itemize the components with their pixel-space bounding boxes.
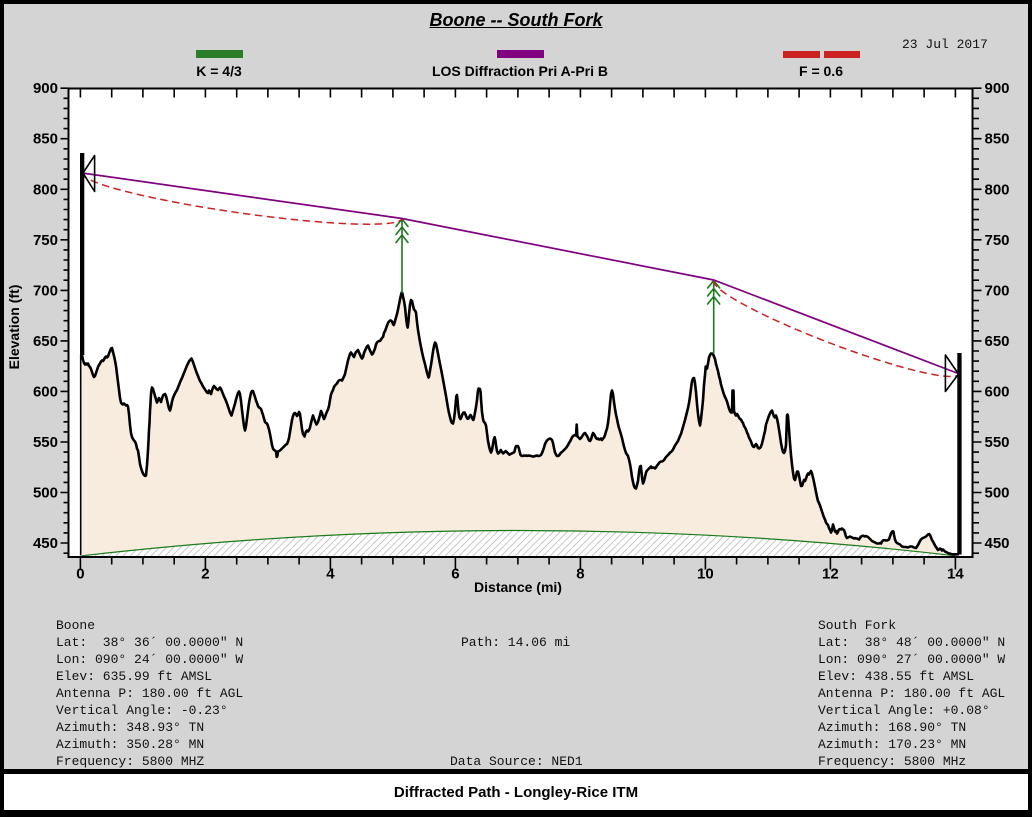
svg-text:900: 900	[33, 80, 58, 97]
svg-text:550: 550	[985, 434, 1010, 451]
svg-text:6: 6	[451, 566, 459, 583]
svg-text:450: 450	[33, 535, 58, 552]
svg-text:650: 650	[985, 333, 1010, 350]
svg-text:14: 14	[947, 566, 964, 583]
svg-text:600: 600	[985, 383, 1010, 400]
svg-text:800: 800	[985, 181, 1010, 198]
svg-text:900: 900	[985, 80, 1010, 97]
svg-text:0: 0	[76, 566, 84, 583]
svg-text:550: 550	[33, 434, 58, 451]
svg-text:Distance (mi): Distance (mi)	[474, 579, 562, 595]
svg-text:850: 850	[33, 131, 58, 148]
svg-text:850: 850	[985, 131, 1010, 148]
svg-text:600: 600	[33, 383, 58, 400]
svg-text:8: 8	[576, 566, 584, 583]
svg-text:650: 650	[33, 333, 58, 350]
svg-text:500: 500	[985, 485, 1010, 502]
svg-text:2: 2	[201, 566, 209, 583]
svg-text:750: 750	[33, 232, 58, 249]
svg-text:700: 700	[985, 282, 1010, 299]
svg-text:700: 700	[33, 282, 58, 299]
svg-text:800: 800	[33, 181, 58, 198]
svg-text:4: 4	[326, 566, 335, 583]
svg-text:450: 450	[985, 535, 1010, 552]
svg-text:750: 750	[985, 232, 1010, 249]
svg-text:500: 500	[33, 485, 58, 502]
svg-text:Elevation (ft): Elevation (ft)	[6, 285, 22, 370]
svg-text:10: 10	[697, 566, 714, 583]
svg-text:12: 12	[822, 566, 839, 583]
